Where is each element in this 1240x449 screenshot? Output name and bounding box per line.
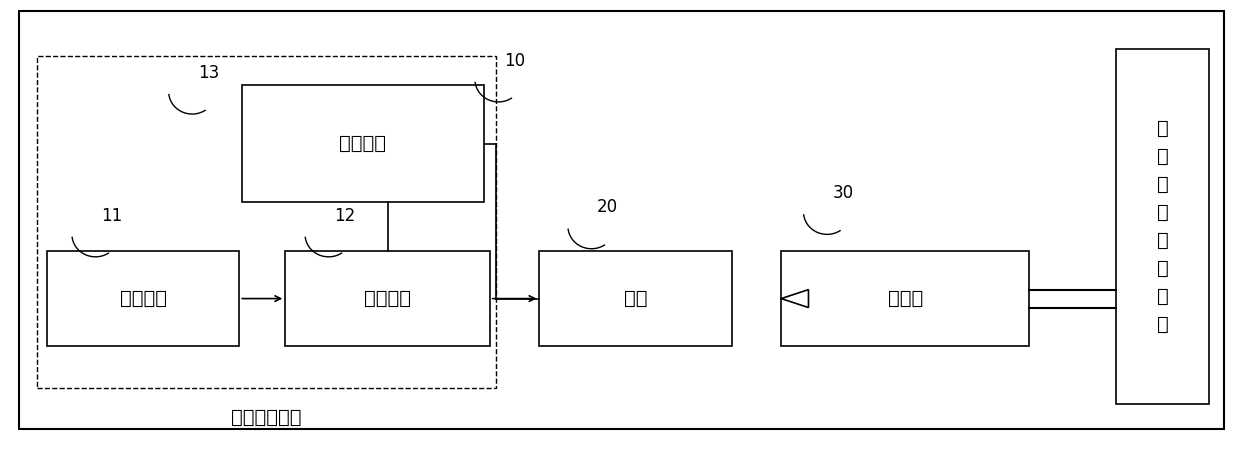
Text: 扩束镜: 扩束镜 — [888, 289, 923, 308]
Text: 固态激光雷达: 固态激光雷达 — [232, 408, 301, 427]
Text: 发射模组: 发射模组 — [120, 289, 166, 308]
Text: 13: 13 — [197, 64, 219, 82]
Polygon shape — [781, 290, 808, 308]
Text: 分束模组: 分束模组 — [365, 289, 410, 308]
Text: 20: 20 — [596, 198, 619, 216]
Bar — [242, 85, 484, 202]
Text: 12: 12 — [334, 207, 356, 224]
Bar — [781, 251, 1029, 346]
Text: 接收模组: 接收模组 — [340, 134, 386, 153]
Bar — [37, 56, 496, 388]
Text: 振镜: 振镜 — [624, 289, 647, 308]
Text: 11: 11 — [100, 207, 123, 224]
Bar — [1116, 49, 1209, 404]
Text: 探
测
区
域
内
的
物
体: 探 测 区 域 内 的 物 体 — [1157, 119, 1168, 334]
Bar — [285, 251, 490, 346]
Text: 10: 10 — [503, 52, 526, 70]
Bar — [47, 251, 239, 346]
Text: 30: 30 — [832, 184, 854, 202]
Bar — [539, 251, 732, 346]
